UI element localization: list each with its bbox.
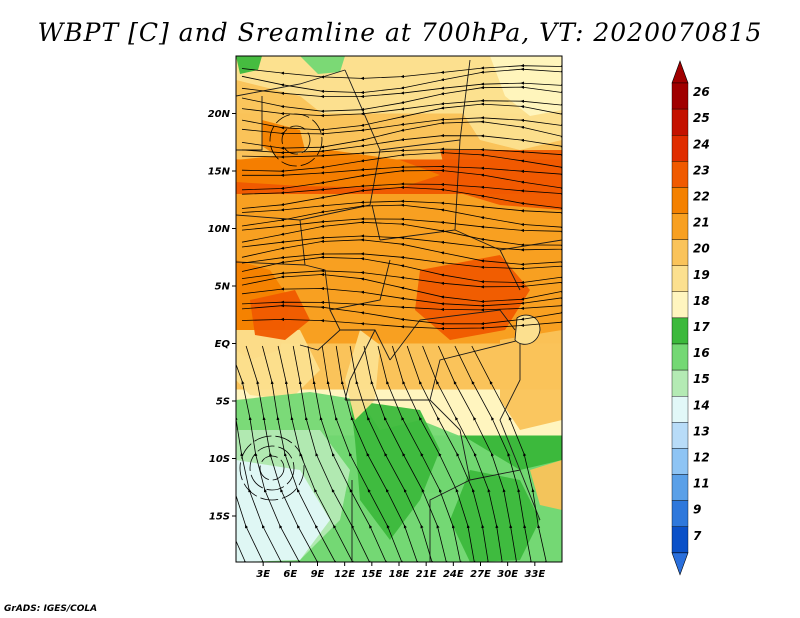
colorbar-label-11: 11 (693, 477, 710, 491)
colorbar-swatch-15 (671, 369, 689, 397)
lat-tick-label-10N: 10N (208, 224, 231, 235)
lon-tick-label-33E: 33E (524, 569, 545, 580)
colorbar-swatch-7 (671, 526, 689, 554)
colorbar-label-26: 26 (693, 85, 710, 99)
lon-tick-label-15E: 15E (361, 569, 382, 580)
colorbar-swatch-23 (671, 161, 689, 188)
lat-tick-label-10S: 10S (209, 454, 230, 465)
colorbar-swatch-24 (671, 134, 689, 162)
colorbar-swatch-22 (671, 187, 689, 214)
colorbar-swatch-17 (671, 317, 689, 345)
streamline-28 (241, 317, 562, 331)
colorbar-bottom-arrow (671, 552, 689, 576)
lat-tick-label-15N: 15N (208, 167, 231, 178)
colorbar-swatch-25 (671, 108, 689, 136)
wbpt-field-plot (236, 56, 562, 562)
colorbar-swatch-20 (671, 239, 689, 266)
colorbar-label-19: 19 (693, 268, 710, 282)
colorbar-label-14: 14 (693, 398, 710, 412)
colorbar-swatch-12 (671, 448, 689, 475)
lon-tick-label-6E: 6E (283, 569, 297, 580)
streamline-vortex-12 (259, 455, 285, 481)
lon-tick-label-18E: 18E (389, 569, 410, 580)
latitude-axis: 20N 15N 10N 5N EQ 5S 10S 15S (208, 109, 236, 523)
colorbar-label-24: 24 (693, 137, 710, 151)
colorbar-label-25: 25 (693, 111, 710, 125)
colorbar: 26 25 24 23 22 21 20 19 18 17 16 15 14 13 12 11 9 7 (671, 60, 710, 576)
colorbar-top-arrow (671, 60, 689, 84)
colorbar-swatch-19 (671, 265, 689, 293)
lat-tick-label-5N: 5N (215, 282, 231, 293)
map-title: WBPT [C] and Sreamline at 700hPa, VT: 20… (37, 18, 763, 47)
colorbar-label-15: 15 (693, 372, 710, 386)
colorbar-swatch-11 (671, 474, 689, 501)
lon-tick-label-12E: 12E (334, 569, 355, 580)
field-patch-2 (236, 56, 262, 74)
lon-tick-label-3E: 3E (256, 569, 270, 580)
colorbar-swatch-14 (671, 396, 689, 423)
colorbar-swatch-13 (671, 422, 689, 449)
colorbar-label-12: 12 (693, 450, 710, 464)
lat-tick-label-20N: 20N (208, 109, 231, 120)
lon-tick-label-21E: 21E (416, 569, 437, 580)
colorbar-label-7: 7 (693, 529, 702, 543)
lon-tick-label-9E: 9E (311, 569, 325, 580)
streamline-vortex-32 (239, 435, 305, 501)
colorbar-swatch-9 (671, 500, 689, 527)
colorbar-swatch-26 (671, 82, 689, 110)
colorbar-label-23: 23 (693, 163, 710, 177)
lon-tick-label-30E: 30E (497, 569, 518, 580)
colorbar-swatch-16 (671, 343, 689, 371)
longitude-axis: 3E 6E 9E 12E 15E 18E 21E 24E 27E 30E 33E (256, 562, 545, 580)
streamline-curl-14 (281, 125, 311, 155)
colorbar-label-20: 20 (693, 242, 710, 256)
colorbar-swatch-21 (671, 213, 689, 240)
colorbar-swatch-18 (671, 291, 689, 319)
colorbar-label-16: 16 (693, 346, 710, 360)
colorbar-label-21: 21 (693, 216, 710, 230)
streamline-48 (471, 345, 554, 562)
colorbar-label-22: 22 (693, 189, 710, 203)
streamline-vortex-22 (249, 445, 295, 491)
colorbar-label-13: 13 (693, 424, 710, 438)
colorbar-label-17: 17 (693, 320, 710, 334)
lon-tick-label-24E: 24E (443, 569, 464, 580)
lon-tick-label-27E: 27E (470, 569, 491, 580)
lat-tick-label-EQ: EQ (215, 339, 231, 350)
grads-credit: GrADS: IGES/COLA (4, 604, 98, 614)
colorbar-label-18: 18 (693, 294, 710, 308)
streamline-curl-26 (269, 113, 323, 167)
streamlines (236, 64, 562, 562)
lat-tick-label-5S: 5S (216, 397, 230, 408)
country-border-10 (299, 329, 341, 351)
lat-tick-label-15S: 15S (209, 512, 230, 523)
colorbar-label-9: 9 (693, 503, 701, 517)
